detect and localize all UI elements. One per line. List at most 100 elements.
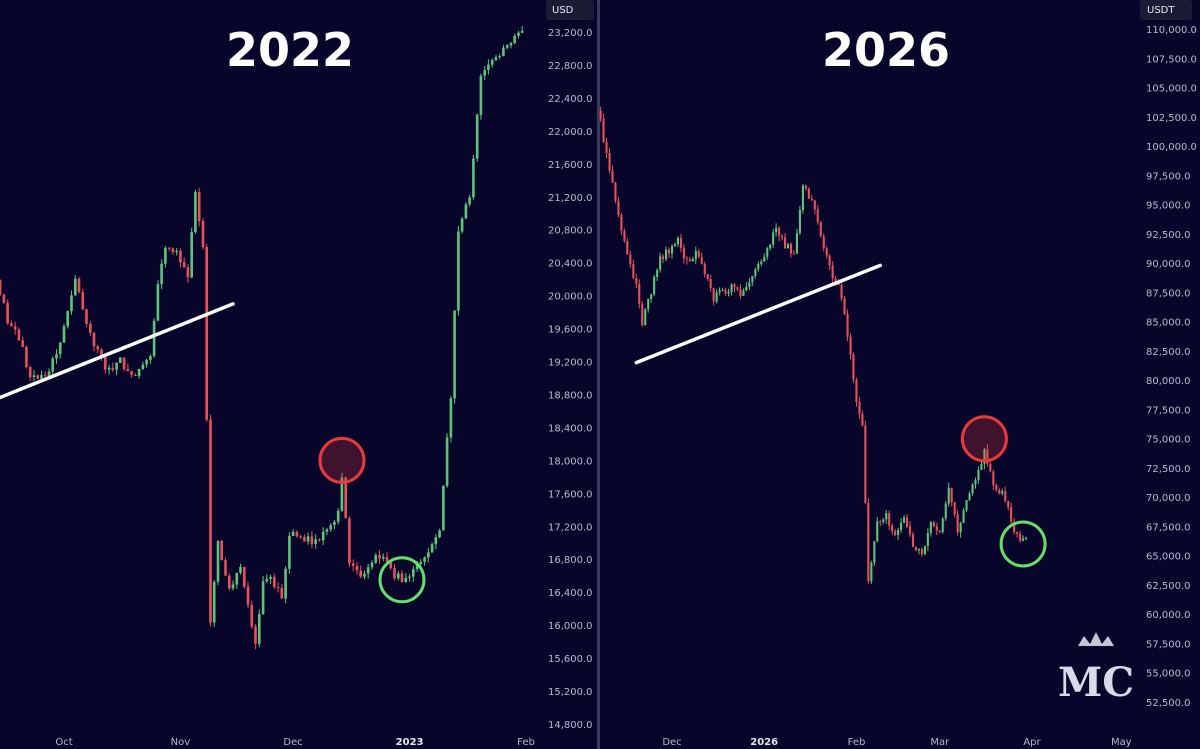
candle-body: [828, 255, 831, 266]
candle-body: [787, 244, 790, 249]
y-tick-label: 20,800.0: [548, 226, 593, 237]
panel-2026: 2026 USDT 110,000.0 107,500.0 105,000.0 102…: [599, 0, 1197, 748]
candle-body: [977, 469, 980, 481]
candle-body: [400, 573, 404, 582]
candle-body: [318, 539, 321, 541]
chart-title-2026: 2026: [822, 23, 950, 77]
candle-body: [430, 544, 434, 553]
candle-body: [513, 35, 516, 43]
y-tick-label: 20,000.0: [548, 292, 593, 303]
candle-body: [846, 313, 849, 337]
candle-body: [929, 521, 932, 534]
candle-body: [479, 75, 483, 115]
candle-body: [694, 251, 697, 259]
candle-body: [329, 525, 332, 530]
candle-body: [721, 289, 724, 291]
candle-body: [623, 230, 626, 241]
candle-body: [156, 284, 160, 321]
candle-body: [115, 363, 118, 370]
candle-body: [288, 535, 291, 569]
candle-body: [96, 346, 100, 350]
y-tick-label: 17,600.0: [548, 489, 593, 500]
y-tick-label: 55,000.0: [1146, 669, 1191, 680]
y-tick-label: 14,800.0: [548, 720, 593, 731]
candle-body: [870, 562, 873, 582]
candle-body: [822, 236, 825, 248]
candle-body: [126, 369, 130, 371]
candle-body: [509, 43, 513, 46]
candle-body: [359, 570, 362, 577]
candle-body: [1007, 501, 1010, 508]
candle-body: [1010, 507, 1013, 522]
candle-body: [306, 536, 310, 542]
candle-body: [673, 244, 676, 246]
annotations-2026: [634, 263, 1047, 568]
candle-body: [412, 569, 415, 577]
candle-body: [784, 237, 787, 249]
candle-body: [243, 567, 246, 587]
candle-body: [119, 357, 122, 363]
currency-label-usd: USD: [552, 5, 574, 16]
y-tick-label: 23,200.0: [548, 28, 593, 39]
candle-body: [220, 540, 223, 561]
candle-body: [186, 267, 190, 278]
x-tick-label: Mar: [930, 737, 950, 748]
candle-body: [801, 185, 804, 210]
currency-badge-usd: [546, 0, 594, 20]
candle-body: [13, 326, 17, 330]
y-tick-label: 57,500.0: [1146, 640, 1191, 651]
candle-body: [231, 584, 235, 589]
candle-body: [879, 521, 882, 523]
candle-body: [906, 517, 909, 527]
candle-body: [864, 425, 867, 503]
candle-body: [617, 200, 620, 215]
y-tick-label: 87,500.0: [1146, 288, 1191, 299]
candle-body: [1016, 532, 1019, 534]
candle-body: [909, 526, 912, 535]
candle-body: [944, 503, 947, 519]
candle-body: [442, 485, 445, 531]
candle-body: [754, 269, 757, 276]
y-tick-label: 67,500.0: [1146, 522, 1191, 533]
currency-badge-usdt: [1140, 0, 1192, 20]
x-tick-label: Apr: [1023, 737, 1041, 748]
candle-body: [190, 232, 193, 278]
candle-body: [111, 367, 115, 370]
candle-body: [611, 170, 614, 183]
candle-body: [644, 309, 647, 326]
candle-body: [389, 561, 393, 568]
candle-body: [751, 276, 754, 283]
candle-body: [321, 531, 325, 541]
candle-body: [959, 522, 962, 533]
x-tick-label: 2023: [396, 737, 424, 748]
x-tick-label: May: [1111, 737, 1132, 748]
candle-body: [265, 578, 269, 582]
y-tick-label: 65,000.0: [1146, 552, 1191, 563]
candle-body: [706, 274, 709, 279]
candle-body: [653, 277, 656, 295]
candle-body: [224, 560, 227, 576]
candle-body: [160, 263, 163, 285]
candle-body: [66, 311, 69, 327]
candle-body: [935, 526, 938, 531]
y-tick-label: 21,200.0: [548, 193, 593, 204]
candle-body: [709, 278, 712, 289]
candle-body: [10, 323, 13, 327]
candle-body: [876, 521, 879, 542]
y-tick-label: 107,500.0: [1146, 54, 1197, 65]
candle-body: [792, 253, 795, 255]
candle-body: [882, 519, 885, 522]
candle-body: [712, 288, 715, 302]
candle-body: [992, 471, 995, 486]
candle-body: [885, 513, 888, 520]
candle-body: [941, 518, 944, 533]
y-tick-label: 22,000.0: [548, 127, 593, 138]
candle-body: [891, 525, 894, 532]
candle-body: [775, 227, 778, 233]
candle-body: [647, 298, 650, 310]
candle-body: [502, 47, 505, 56]
candle-body: [688, 259, 691, 262]
panel-divider[interactable]: [597, 0, 600, 749]
logo-text: MC: [1058, 659, 1134, 706]
candle-body: [385, 557, 389, 562]
